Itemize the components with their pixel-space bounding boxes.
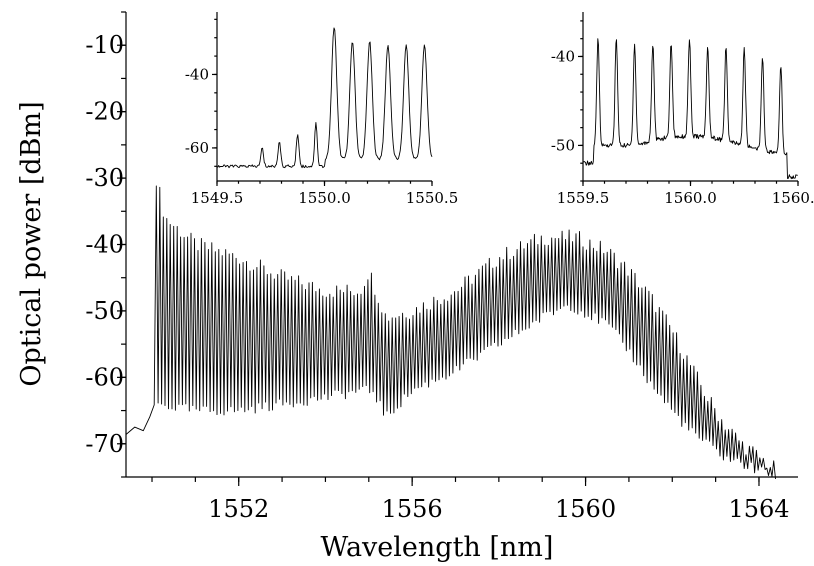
axes-inset-right: 1559.5 1560.0 1560.5 -40 -50 bbox=[551, 12, 814, 207]
x-tick-label: 1560 bbox=[555, 495, 616, 523]
x-tick-label: 1550.5 bbox=[406, 189, 459, 207]
series-line-inset-right bbox=[582, 38, 798, 180]
y-tick-label: -10 bbox=[85, 31, 124, 59]
axes-main: 1552 1556 1560 1564 -10 -20 -30 -40 -50 -60 -70 bbox=[85, 11, 798, 523]
x-tick-label: 1556 bbox=[382, 495, 443, 523]
x-tick-label: 1550.0 bbox=[298, 189, 351, 207]
y-tick-label: -60 bbox=[85, 363, 124, 391]
series-line-main bbox=[125, 185, 776, 480]
x-tick-label: 1564 bbox=[728, 495, 789, 523]
y-tick-label: -60 bbox=[185, 139, 209, 157]
x-tick-label: 1552 bbox=[208, 495, 269, 523]
y-tick-label: -50 bbox=[85, 297, 124, 325]
x-tick-label: 1549.5 bbox=[191, 189, 244, 207]
y-tick-label: -40 bbox=[85, 231, 124, 259]
axes-inset-left: 1549.5 1550.0 1550.5 -40 -60 bbox=[185, 12, 458, 207]
x-tick-label: 1559.5 bbox=[557, 189, 610, 207]
series-line-inset-left bbox=[216, 27, 433, 169]
x-tick-label: 1560.5 bbox=[772, 189, 814, 207]
y-tick-label: -70 bbox=[85, 430, 124, 458]
x-tick-label: 1560.0 bbox=[664, 189, 717, 207]
x-axis-label: Wavelength [nm] bbox=[321, 532, 554, 563]
y-tick-label: -40 bbox=[551, 47, 575, 65]
y-tick-label: -50 bbox=[551, 136, 575, 154]
y-tick-label: -30 bbox=[85, 164, 124, 192]
y-tick-label: -40 bbox=[185, 65, 209, 83]
y-axis-label: Optical power [dBm] bbox=[16, 101, 47, 386]
y-tick-label: -20 bbox=[85, 98, 124, 126]
